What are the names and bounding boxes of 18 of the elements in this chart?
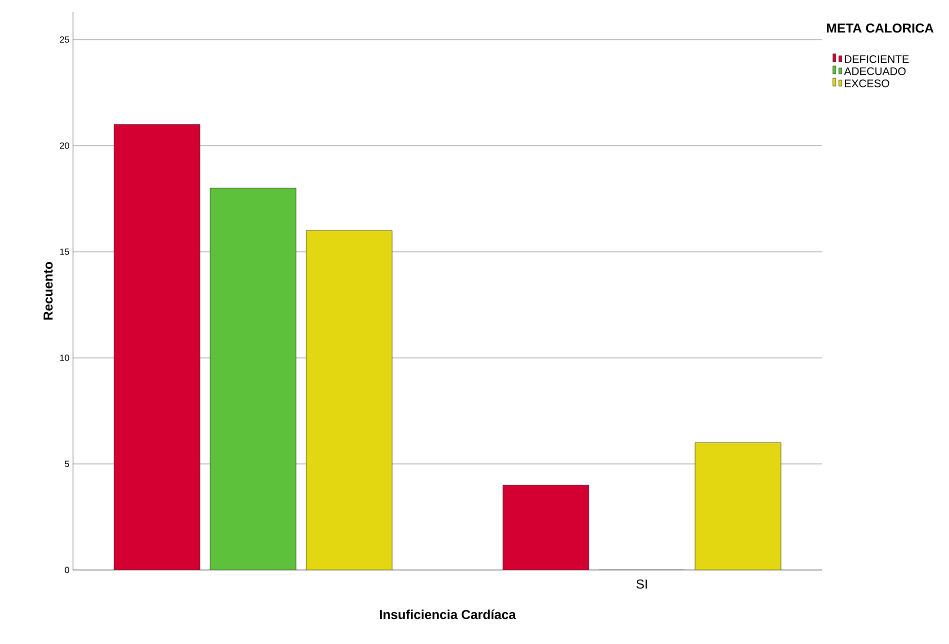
bar (502, 484, 590, 570)
bar (210, 188, 296, 570)
bar (694, 442, 782, 570)
bar (306, 230, 392, 570)
bar (114, 124, 200, 570)
y-tick-label: 25 (60, 36, 70, 43)
y-axis-title: Recuento (44, 262, 53, 320)
y-tick-label: 5 (64, 460, 70, 468)
y-tick-label: 0 (64, 566, 70, 574)
y-tick-label: 10 (60, 354, 70, 361)
y-tick-label: 15 (60, 248, 70, 255)
x-axis-title: Insuficiencia Cardíaca (380, 610, 516, 620)
y-tick-label: 20 (60, 142, 70, 149)
legend-label: ADECUADO (844, 67, 906, 76)
legend-title: META CALORICA (827, 24, 934, 33)
legend-label: DEFICIENTE (844, 55, 909, 63)
legend-label: EXCESO (844, 80, 890, 88)
x-tick-label: SI (636, 580, 647, 589)
